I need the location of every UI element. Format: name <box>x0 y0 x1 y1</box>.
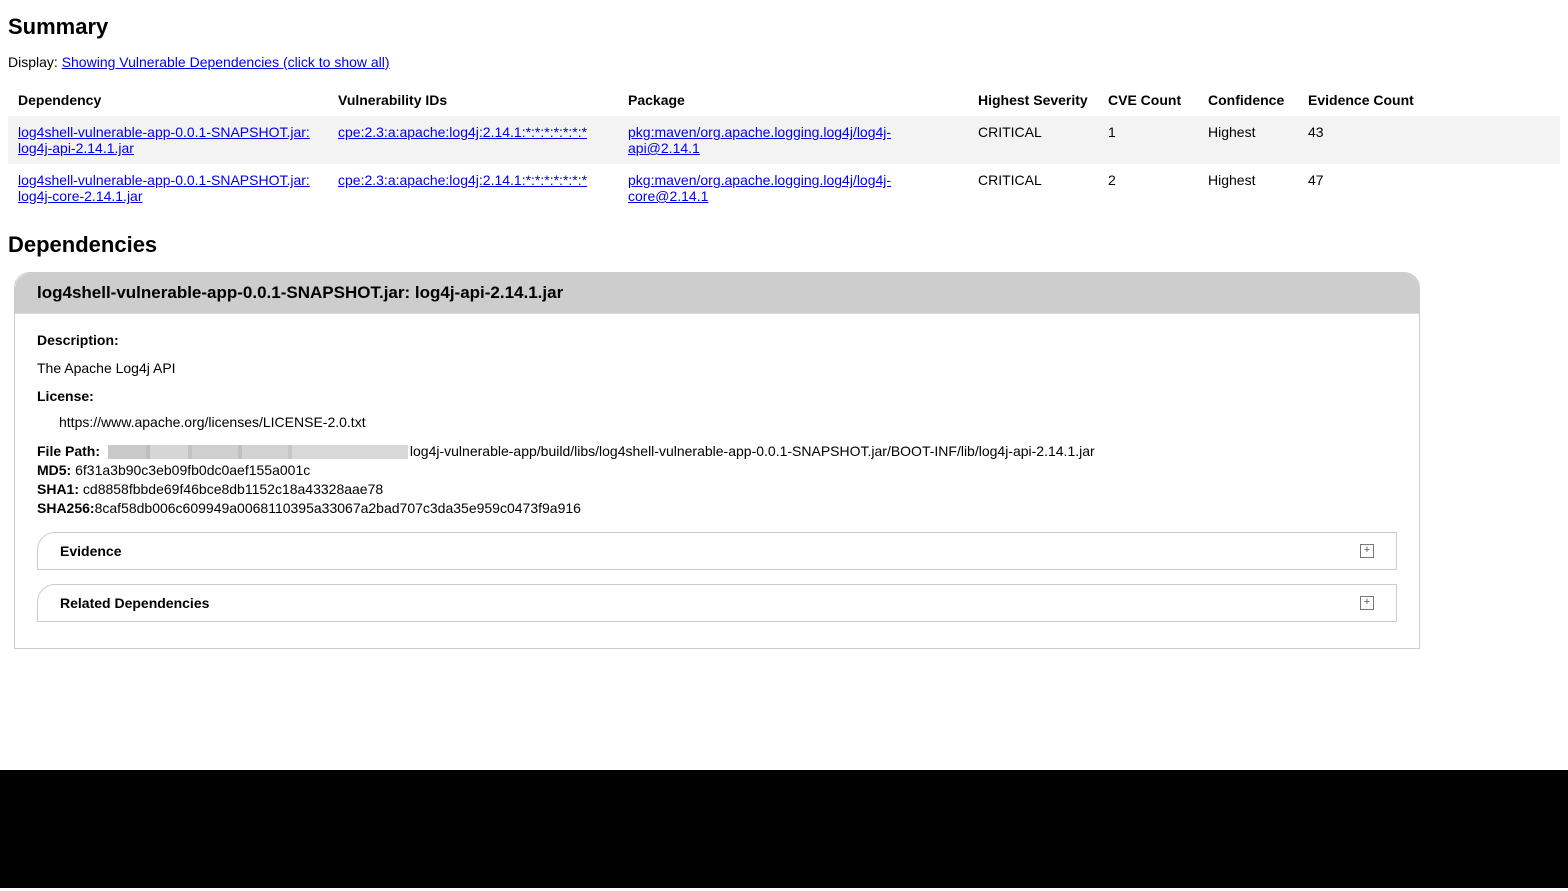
evidence-collapsible[interactable]: Evidence + <box>37 532 1397 570</box>
summary-table: Dependency Vulnerability IDs Package Hig… <box>8 84 1560 212</box>
package-link[interactable]: pkg:maven/org.apache.logging.log4j/log4j… <box>628 172 891 204</box>
filepath-label: File Path: <box>37 443 100 459</box>
sha1-label: SHA1: <box>37 481 83 497</box>
cve-count-cell: 1 <box>1098 116 1198 164</box>
col-severity: Highest Severity <box>968 84 1098 116</box>
dependency-link[interactable]: log4shell-vulnerable-app-0.0.1-SNAPSHOT.… <box>18 172 310 204</box>
sha256-label: SHA256: <box>37 500 95 516</box>
table-row: log4shell-vulnerable-app-0.0.1-SNAPSHOT.… <box>8 164 1560 212</box>
license-value: https://www.apache.org/licenses/LICENSE-… <box>59 414 1397 430</box>
col-vulnerability-ids: Vulnerability IDs <box>328 84 618 116</box>
cve-count-cell: 2 <box>1098 164 1198 212</box>
confidence-cell: Highest <box>1198 164 1298 212</box>
display-toggle-link[interactable]: Showing Vulnerable Dependencies (click t… <box>62 54 390 70</box>
col-evidence-count: Evidence Count <box>1298 84 1560 116</box>
md5-value: 6f31a3b90c3eb09fb0dc0aef155a001c <box>75 462 310 478</box>
vulnerability-link[interactable]: cpe:2.3:a:apache:log4j:2.14.1:*:*:*:*:*:… <box>338 172 587 188</box>
dependency-section: log4shell-vulnerable-app-0.0.1-SNAPSHOT.… <box>14 272 1420 649</box>
description-value: The Apache Log4j API <box>37 360 1397 376</box>
col-dependency: Dependency <box>8 84 328 116</box>
severity-cell: CRITICAL <box>968 164 1098 212</box>
evidence-count-cell: 47 <box>1298 164 1560 212</box>
dependencies-heading: Dependencies <box>8 232 1560 258</box>
vulnerability-link[interactable]: cpe:2.3:a:apache:log4j:2.14.1:*:*:*:*:*:… <box>338 124 587 140</box>
related-dependencies-collapsible[interactable]: Related Dependencies + <box>37 584 1397 622</box>
sha256-value: 8caf58db006c609949a0068110395a33067a2bad… <box>95 500 581 516</box>
related-title: Related Dependencies <box>60 595 209 611</box>
dependency-link[interactable]: log4shell-vulnerable-app-0.0.1-SNAPSHOT.… <box>18 124 310 156</box>
expand-plus-icon: + <box>1360 544 1374 558</box>
filepath-redacted <box>108 445 408 459</box>
table-row: log4shell-vulnerable-app-0.0.1-SNAPSHOT.… <box>8 116 1560 164</box>
dependency-item-header[interactable]: log4shell-vulnerable-app-0.0.1-SNAPSHOT.… <box>15 273 1419 313</box>
display-filter-row: Display: Showing Vulnerable Dependencies… <box>8 54 1560 70</box>
package-link[interactable]: pkg:maven/org.apache.logging.log4j/log4j… <box>628 124 891 156</box>
sha1-value: cd8858fbbde69f46bce8db1152c18a43328aae78 <box>83 481 383 497</box>
md5-label: MD5: <box>37 462 75 478</box>
evidence-title: Evidence <box>60 543 121 559</box>
col-cve-count: CVE Count <box>1098 84 1198 116</box>
display-label: Display: <box>8 54 62 70</box>
expand-plus-icon: + <box>1360 596 1374 610</box>
col-confidence: Confidence <box>1198 84 1298 116</box>
summary-heading: Summary <box>8 14 1560 40</box>
filepath-suffix: log4j-vulnerable-app/build/libs/log4shel… <box>410 443 1095 459</box>
summary-table-header: Dependency Vulnerability IDs Package Hig… <box>8 84 1560 116</box>
confidence-cell: Highest <box>1198 116 1298 164</box>
description-label: Description: <box>37 332 1397 348</box>
severity-cell: CRITICAL <box>968 116 1098 164</box>
bottom-black-bar <box>0 770 1568 888</box>
evidence-count-cell: 43 <box>1298 116 1560 164</box>
col-package: Package <box>618 84 968 116</box>
dependency-item-body: Description: The Apache Log4j API Licens… <box>15 313 1419 648</box>
license-label: License: <box>37 388 1397 404</box>
